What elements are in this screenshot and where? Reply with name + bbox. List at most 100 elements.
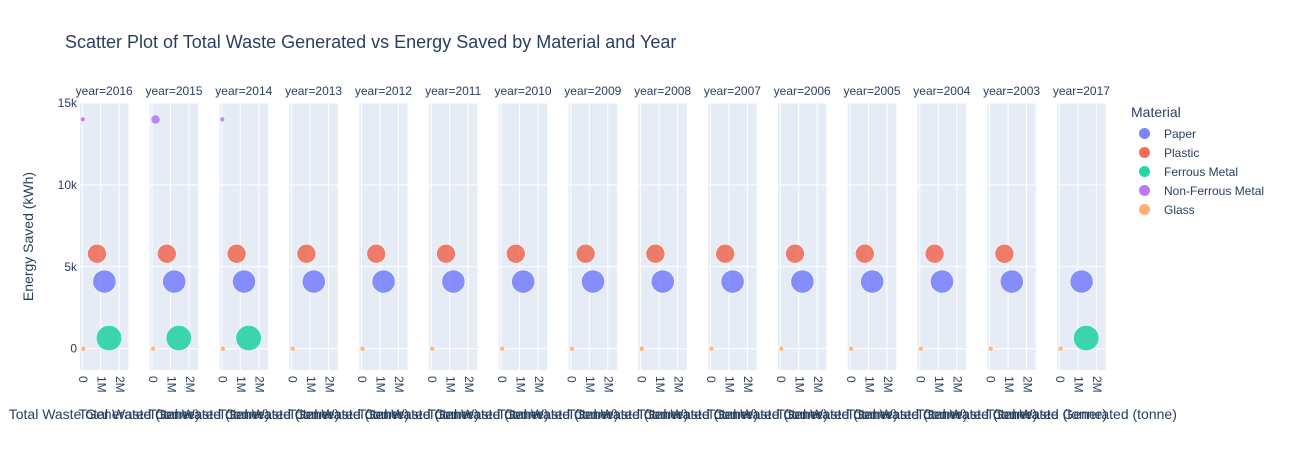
data-point-ferrous-metal bbox=[165, 324, 192, 352]
x-tick-label: 0 bbox=[285, 376, 299, 383]
x-tick-label: 0 bbox=[146, 376, 160, 383]
data-point-non-ferrous-metal bbox=[219, 116, 226, 123]
panel-label: year=2015 bbox=[145, 84, 202, 98]
panel-background bbox=[498, 103, 548, 370]
x-tick-label: 1M bbox=[1002, 376, 1016, 393]
x-tick-label: 1M bbox=[374, 376, 388, 393]
legend-label-ferrous-metal: Ferrous Metal bbox=[1164, 164, 1239, 179]
legend-label-non-ferrous-metal: Non-Ferrous Metal bbox=[1164, 183, 1265, 198]
x-axis-title: Total Waste Generated (tonne) bbox=[777, 406, 968, 422]
x-axis-title: Total Waste Generated (tonne) bbox=[288, 406, 479, 422]
x-tick-label: 2M bbox=[1090, 376, 1104, 393]
legend-marker-plastic bbox=[1139, 147, 1150, 158]
panel-label: year=2017 bbox=[1053, 84, 1110, 98]
x-tick-label: 0 bbox=[425, 376, 439, 383]
x-axis-title: Total Waste Generated (tonne) bbox=[218, 406, 409, 422]
data-point-paper bbox=[511, 269, 536, 294]
x-tick-label: 2M bbox=[1020, 376, 1034, 393]
data-point-plastic bbox=[715, 243, 735, 264]
panel-label: year=2014 bbox=[215, 84, 272, 98]
data-point-glass bbox=[918, 345, 924, 352]
data-point-paper bbox=[441, 269, 466, 294]
y-axis-title: Energy Saved (kWh) bbox=[20, 172, 36, 301]
legend-label-plastic: Plastic bbox=[1164, 145, 1200, 160]
x-axis-title: Total Waste Generated (tonne) bbox=[497, 406, 688, 422]
panel-label: year=2003 bbox=[983, 84, 1040, 98]
legend-item-glass[interactable]: Glass bbox=[1131, 200, 1264, 219]
data-point-plastic bbox=[296, 243, 317, 264]
data-point-glass bbox=[848, 345, 855, 352]
x-tick-label: 0 bbox=[983, 376, 997, 383]
x-tick-label: 1M bbox=[304, 376, 318, 393]
legend-marker-paper bbox=[1139, 128, 1150, 139]
x-tick-label: 2M bbox=[741, 376, 755, 393]
x-tick-label: 1M bbox=[653, 376, 667, 393]
x-tick-label: 2M bbox=[392, 376, 406, 393]
legend-marker-glass bbox=[1139, 204, 1150, 215]
data-point-paper bbox=[371, 269, 396, 294]
data-point-glass bbox=[289, 345, 296, 352]
x-tick-label: 1M bbox=[583, 376, 597, 393]
x-axis-title: Total Waste Generated (tonne) bbox=[148, 406, 339, 422]
legend-item-paper[interactable]: Paper bbox=[1131, 124, 1264, 143]
panel-background bbox=[568, 103, 617, 370]
data-point-plastic bbox=[785, 243, 805, 264]
panel-background bbox=[429, 103, 478, 370]
panel-background bbox=[847, 103, 897, 370]
data-point-glass bbox=[1057, 345, 1064, 352]
x-tick-label: 0 bbox=[216, 376, 230, 383]
x-axis-title: Total Waste Generated (tonne) bbox=[916, 406, 1107, 422]
data-point-glass bbox=[569, 345, 575, 352]
data-point-plastic bbox=[645, 243, 666, 264]
legend-label-glass: Glass bbox=[1164, 202, 1195, 217]
x-tick-label: 0 bbox=[634, 376, 648, 383]
x-tick-label: 1M bbox=[444, 376, 458, 393]
panel-background bbox=[987, 103, 1036, 370]
legend-marker-ferrous-metal bbox=[1139, 166, 1150, 177]
data-point-paper bbox=[720, 269, 745, 294]
data-point-glass bbox=[987, 345, 994, 352]
x-tick-label: 1M bbox=[932, 376, 946, 393]
panel-background bbox=[219, 103, 268, 370]
panel-label: year=2010 bbox=[494, 84, 551, 98]
x-tick-label: 0 bbox=[914, 376, 928, 383]
panel-background bbox=[1057, 103, 1106, 370]
legend-item-ferrous-metal[interactable]: Ferrous Metal bbox=[1131, 162, 1264, 181]
x-tick-label: 2M bbox=[671, 376, 685, 393]
data-point-paper bbox=[92, 269, 117, 294]
panel-background bbox=[778, 103, 827, 370]
x-tick-label: 2M bbox=[602, 376, 616, 393]
data-point-plastic bbox=[226, 243, 247, 264]
panel-label: year=2006 bbox=[774, 84, 831, 98]
y-tick-label: 15k bbox=[58, 96, 78, 110]
x-tick-label: 1M bbox=[513, 376, 527, 393]
x-tick-label: 0 bbox=[1053, 376, 1067, 383]
panel-label: year=2013 bbox=[285, 84, 342, 98]
data-point-glass bbox=[429, 345, 436, 352]
data-point-ferrous-metal bbox=[1073, 324, 1100, 352]
y-tick-label: 5k bbox=[64, 260, 78, 274]
legend-label-paper: Paper bbox=[1164, 126, 1197, 141]
panel-background bbox=[289, 103, 338, 370]
data-point-paper bbox=[232, 269, 256, 294]
data-point-plastic bbox=[87, 243, 107, 264]
legend-item-non-ferrous-metal[interactable]: Non-Ferrous Metal bbox=[1131, 181, 1264, 200]
x-axis-title: Total Waste Generated (tonne) bbox=[707, 406, 898, 422]
data-point-paper bbox=[650, 269, 675, 294]
x-tick-label: 2M bbox=[462, 376, 476, 393]
panel-background bbox=[638, 103, 687, 370]
panel-label: year=2007 bbox=[704, 84, 761, 98]
data-point-non-ferrous-metal bbox=[79, 116, 86, 123]
x-tick-label: 1M bbox=[793, 376, 807, 393]
x-tick-label: 0 bbox=[844, 376, 858, 383]
data-point-glass bbox=[708, 345, 715, 352]
data-point-glass bbox=[778, 345, 785, 352]
panel-label: year=2012 bbox=[355, 84, 412, 98]
x-tick-label: 0 bbox=[565, 376, 579, 383]
x-tick-label: 1M bbox=[723, 376, 737, 393]
panel-label: year=2016 bbox=[76, 84, 133, 98]
data-point-paper bbox=[999, 269, 1024, 294]
x-tick-label: 0 bbox=[495, 376, 509, 383]
x-tick-label: 1M bbox=[862, 376, 876, 393]
legend-item-plastic[interactable]: Plastic bbox=[1131, 143, 1264, 162]
